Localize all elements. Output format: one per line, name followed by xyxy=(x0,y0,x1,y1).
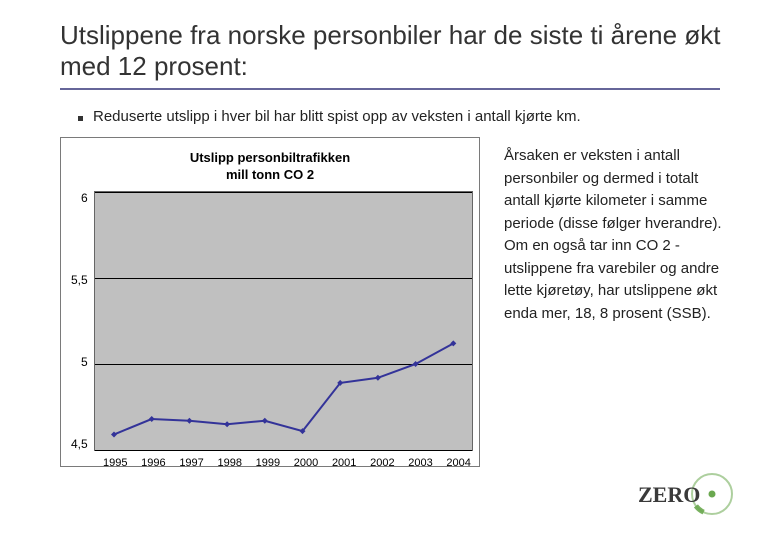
bullet-text: Reduserte utslipp i hver bil har blitt s… xyxy=(93,108,581,125)
page-title: Utslippene fra norske personbiler har de… xyxy=(60,20,740,82)
chart-title: Utslipp personbiltrafikken mill tonn CO … xyxy=(67,150,473,183)
plot-area xyxy=(94,191,473,451)
x-axis-labels: 1995 1996 1997 1998 1999 2000 2001 2002 … xyxy=(101,457,473,469)
title-underline xyxy=(60,88,720,90)
zero-logo: ZERO xyxy=(630,469,740,524)
bullet-item: Reduserte utslipp i hver bil har blitt s… xyxy=(78,108,740,125)
logo-text: ZERO xyxy=(638,482,700,507)
emissions-chart: Utslipp personbiltrafikken mill tonn CO … xyxy=(60,137,480,467)
bullet-dot-icon xyxy=(78,116,83,121)
side-paragraph: Årsaken er veksten i antall personbiler … xyxy=(504,137,724,325)
y-axis-labels: 6 5,5 5 4,5 xyxy=(67,191,94,451)
